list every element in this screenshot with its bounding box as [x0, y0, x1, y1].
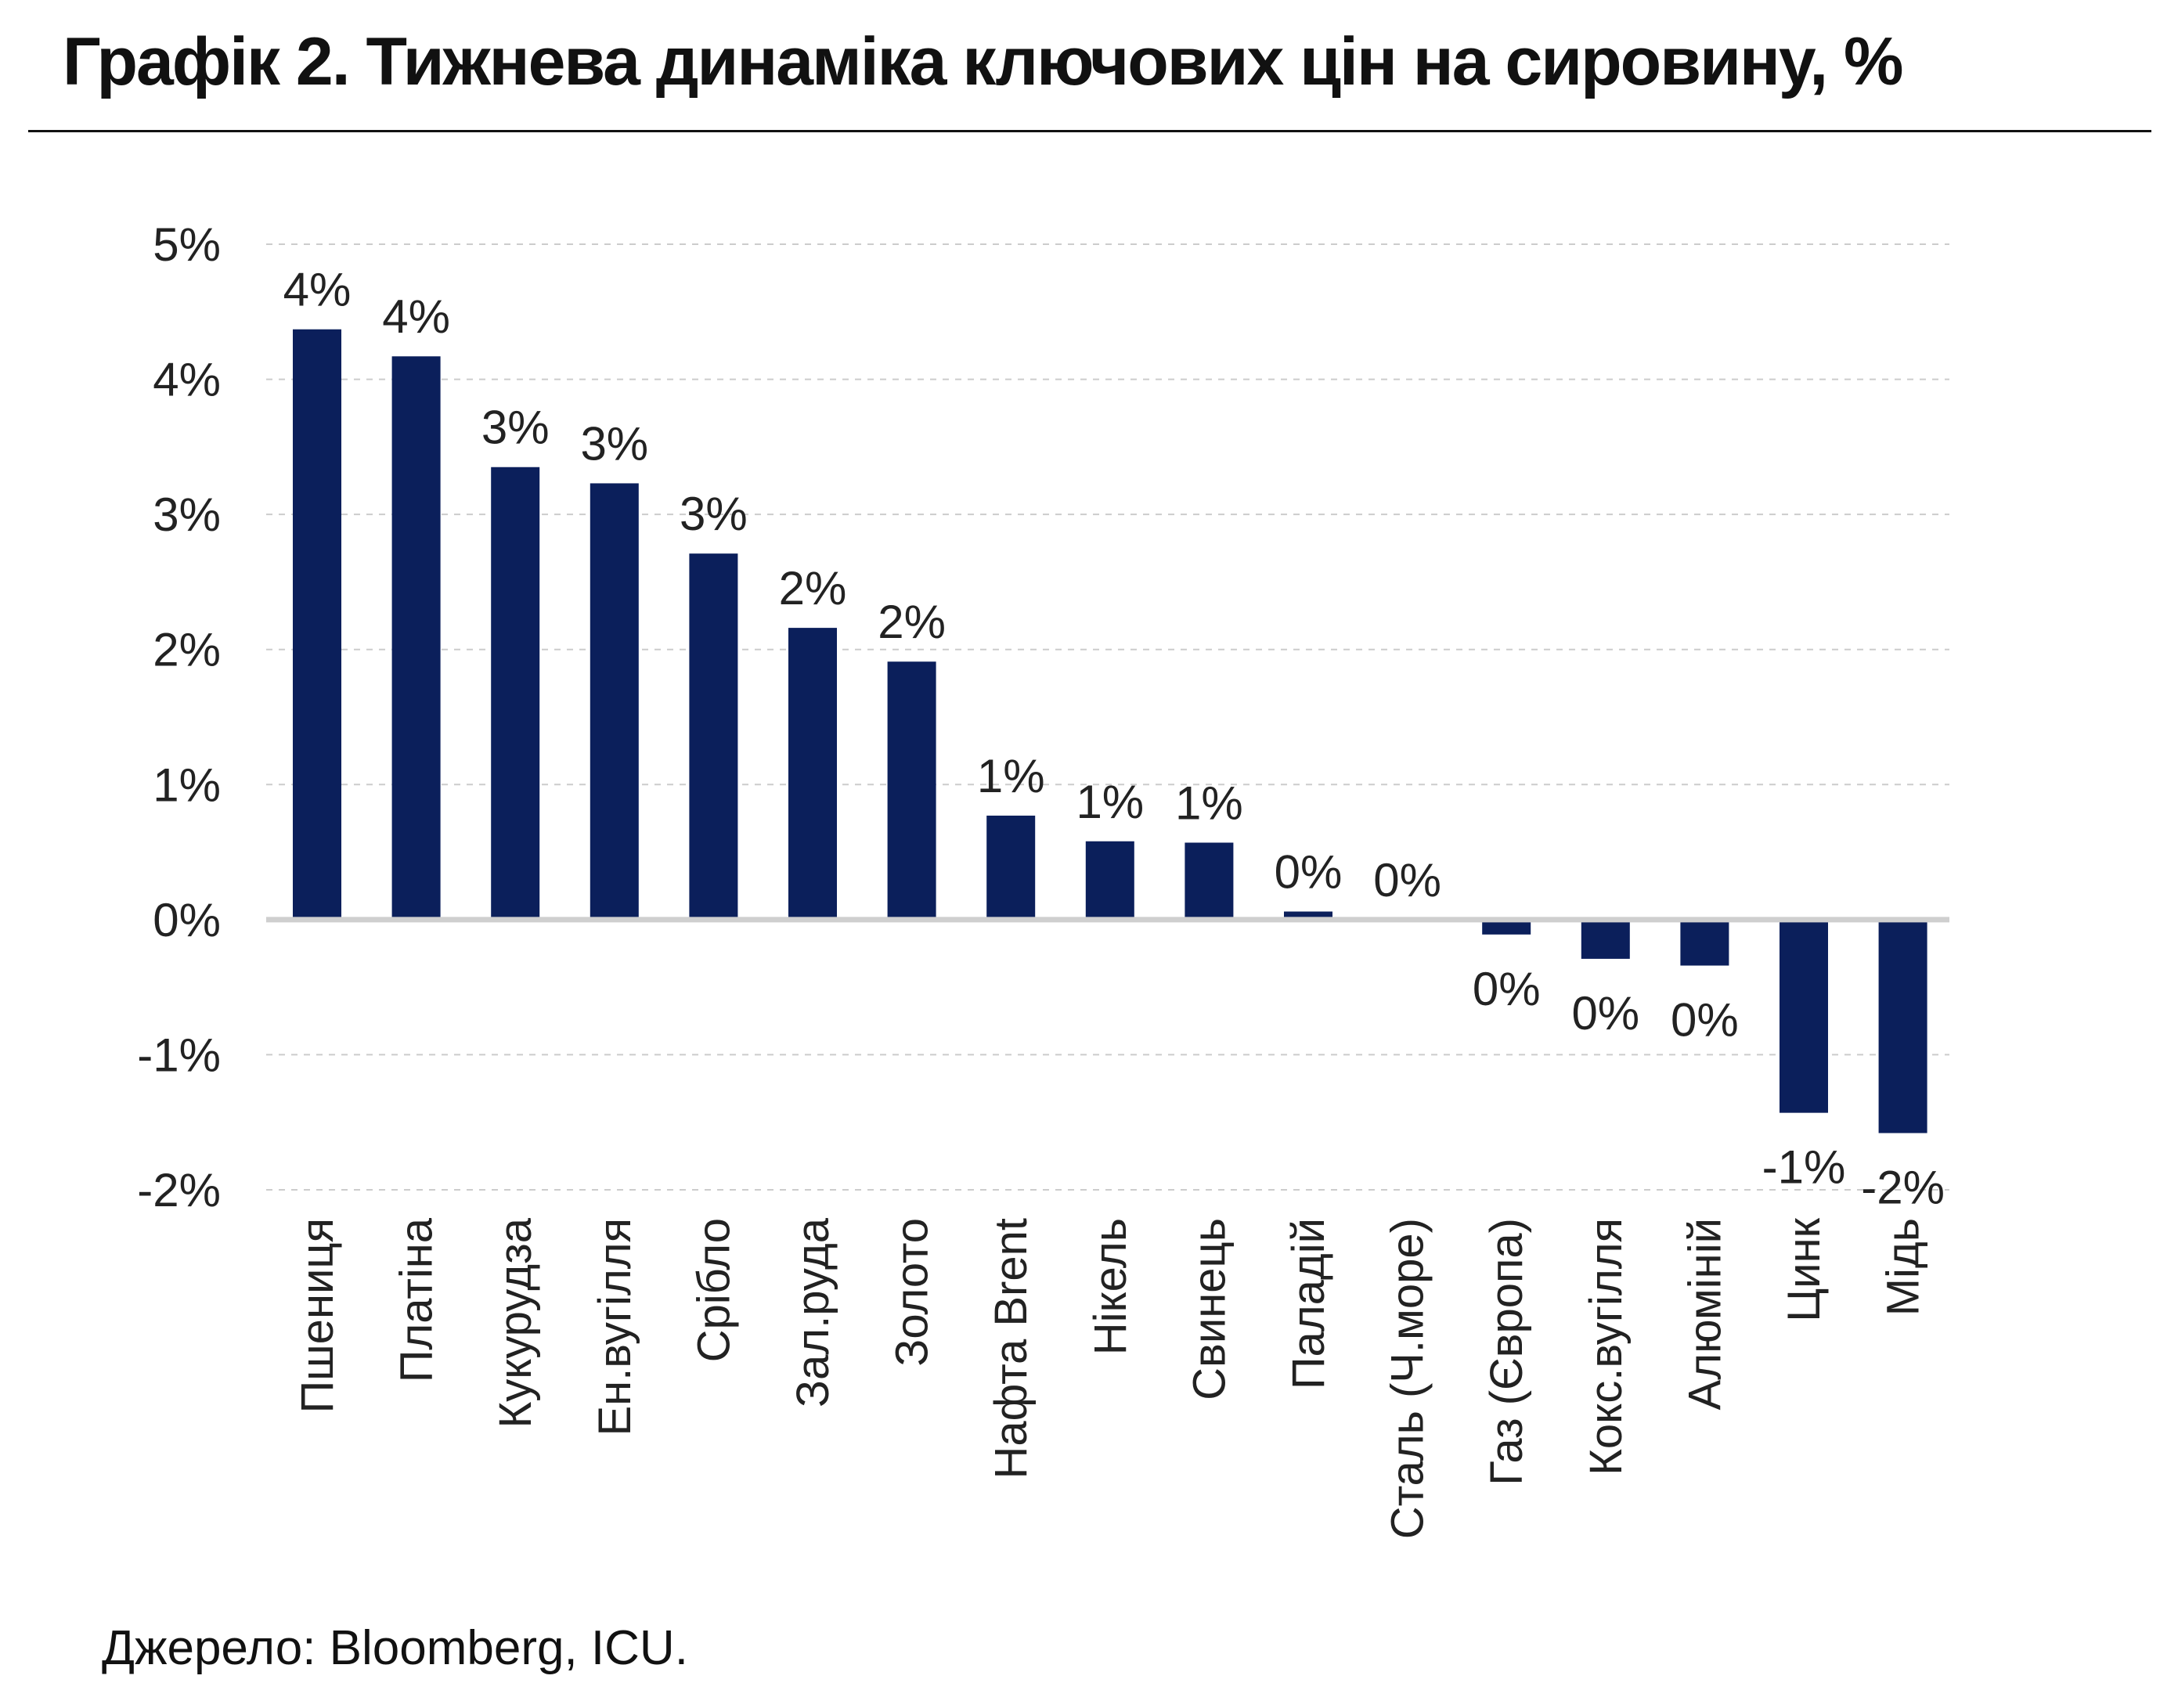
bar [1085, 841, 1134, 920]
data-label: 0% [1671, 994, 1739, 1047]
bar [1185, 842, 1234, 920]
data-label: 3% [580, 417, 648, 470]
category-label: Нафта Brent [986, 1218, 1037, 1479]
y-tick-label: -1% [137, 1029, 221, 1081]
bars [293, 329, 1927, 1133]
category-label: Цинк [1779, 1217, 1830, 1321]
category-label: Газ (Європа) [1481, 1218, 1532, 1486]
category-label: Свинець [1184, 1218, 1235, 1400]
bar [887, 661, 936, 920]
chart-title: Графік 2. Тижнева динаміка ключових цін … [63, 24, 1904, 99]
category-label: Кукурудза [490, 1217, 541, 1428]
category-label: Паладій [1283, 1218, 1334, 1389]
category-labels: Пшениця Платіна Кукурудза Ен.вугілля Срібло З… [292, 1217, 1929, 1539]
category-label: Алюміній [1679, 1218, 1730, 1410]
data-label: 2% [779, 562, 847, 614]
y-tick-label: 2% [153, 624, 221, 676]
source-note: Джерело: Bloomberg, ICU. [102, 1621, 688, 1675]
bar [491, 467, 540, 920]
data-label: 3% [481, 402, 550, 454]
bar [986, 815, 1036, 920]
y-tick-label: 4% [153, 354, 221, 406]
title-rule [28, 130, 2151, 132]
bar [1878, 919, 1927, 1133]
category-label: Мідь [1878, 1218, 1929, 1316]
bar [391, 356, 441, 920]
category-label: Золото [887, 1218, 938, 1367]
data-label: 0% [1373, 854, 1441, 906]
data-label: 1% [1076, 776, 1144, 828]
category-label: Зал.руда [788, 1217, 838, 1407]
category-label: Пшениця [292, 1218, 343, 1414]
y-tick-label: 5% [153, 218, 221, 271]
data-label: 3% [680, 488, 748, 540]
data-label: 0% [1473, 963, 1541, 1015]
data-label: 0% [1571, 987, 1639, 1040]
category-label: Платіна [391, 1217, 442, 1382]
bar [1482, 919, 1531, 935]
data-label: 1% [1175, 777, 1243, 829]
category-label: Ен.вугілля [590, 1218, 640, 1436]
gridlines [266, 243, 1949, 1191]
bar [1581, 919, 1630, 959]
y-axis-ticks: 5% 4% 3% 2% 1% 0% -1% -2% [137, 218, 221, 1216]
bar [1780, 919, 1828, 1113]
data-label: -1% [1762, 1141, 1846, 1194]
bar [788, 628, 837, 920]
y-tick-label: 0% [153, 894, 221, 946]
category-label: Срібло [688, 1218, 739, 1362]
bar [293, 329, 341, 920]
data-labels: 4% 4% 3% 3% 3% 2% 2% 1% 1% 1% 0% 0% 0% 0% 0% -1% -2% [283, 264, 1945, 1214]
y-tick-label: 1% [153, 759, 221, 811]
category-label: Сталь (Ч.море) [1383, 1218, 1433, 1539]
data-label: 4% [283, 264, 352, 316]
bar [1284, 911, 1332, 920]
data-label: 4% [382, 290, 450, 343]
data-label: 2% [878, 596, 946, 648]
data-label: 1% [977, 750, 1045, 802]
bar [689, 553, 738, 920]
bar [590, 483, 639, 920]
category-label: Кокс.вугілля [1581, 1218, 1632, 1476]
y-tick-label: -2% [137, 1164, 221, 1216]
data-label: 0% [1275, 846, 1343, 899]
data-label: -2% [1861, 1162, 1945, 1214]
y-tick-label: 3% [153, 488, 221, 541]
bar [1680, 919, 1729, 966]
category-label: Нікель [1085, 1218, 1136, 1355]
